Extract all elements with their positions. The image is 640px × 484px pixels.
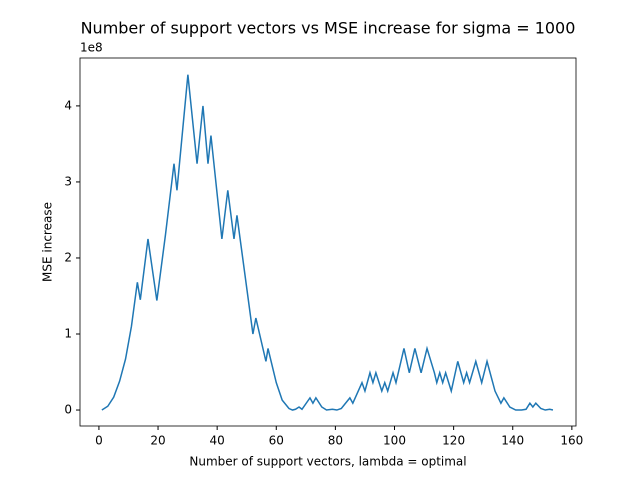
x-tick-label: 140 (501, 434, 524, 448)
x-tick-label: 80 (328, 434, 343, 448)
plot-frame (79, 57, 577, 427)
x-tick-label: 100 (383, 434, 406, 448)
y-tick-label: 2 (64, 250, 72, 264)
y-tick-label: 1 (64, 327, 72, 341)
x-tick-label: 0 (95, 434, 103, 448)
x-tick-label: 160 (560, 434, 583, 448)
x-tick-label: 20 (150, 434, 165, 448)
y-tick-label: 4 (64, 98, 72, 112)
y-tick-label: 3 (64, 174, 72, 188)
y-offset-label: 1e8 (80, 41, 103, 55)
y-tick-label: 0 (64, 403, 72, 417)
y-axis-label: MSE increase (41, 202, 55, 282)
x-tick-label: 40 (210, 434, 225, 448)
x-axis-label: Number of support vectors, lambda = opti… (189, 455, 466, 469)
chart-title: Number of support vectors vs MSE increas… (81, 19, 576, 38)
x-tick-label: 60 (269, 434, 284, 448)
data-line (101, 74, 554, 411)
x-tick-label: 120 (442, 434, 465, 448)
